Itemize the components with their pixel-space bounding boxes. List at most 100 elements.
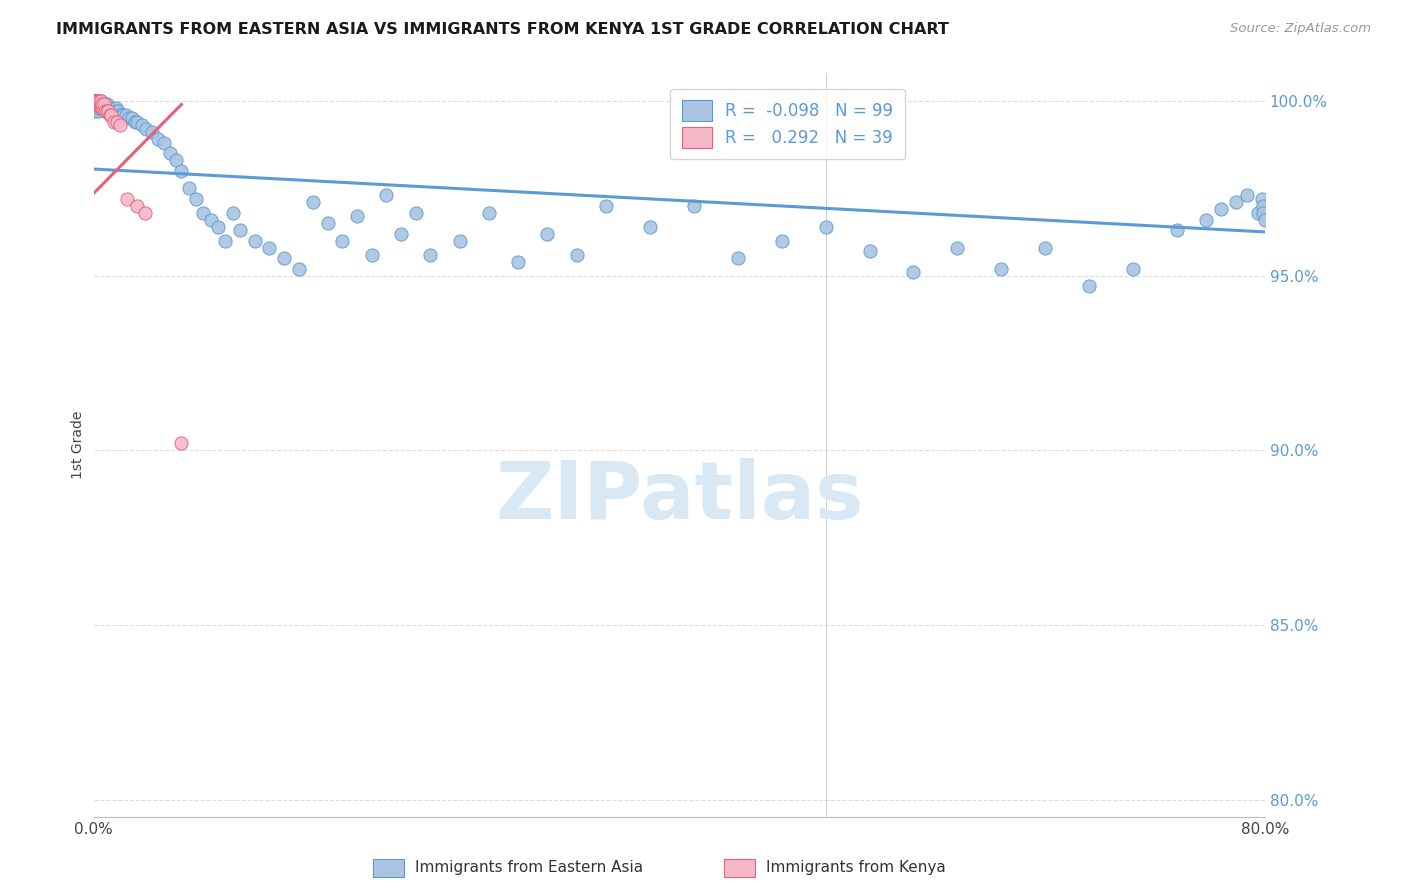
Point	[100, 108, 122, 122]
Point	[214, 234, 236, 248]
Point	[1246, 205, 1268, 219]
Point	[389, 227, 412, 241]
Point	[90, 97, 112, 112]
Point	[84, 94, 107, 108]
Point	[1253, 199, 1275, 213]
Point	[108, 119, 131, 133]
Point	[127, 199, 149, 213]
Point	[86, 101, 108, 115]
Point	[159, 146, 181, 161]
Point	[93, 101, 115, 115]
Point	[100, 104, 122, 119]
Point	[903, 265, 925, 279]
Point	[93, 97, 115, 112]
Point	[89, 97, 111, 112]
Point	[94, 104, 117, 119]
Point	[90, 97, 112, 112]
Point	[86, 94, 108, 108]
Point	[108, 108, 131, 122]
Point	[478, 205, 501, 219]
Point	[990, 261, 1012, 276]
Point	[131, 119, 153, 133]
Point	[595, 199, 617, 213]
Point	[91, 101, 114, 115]
Point	[287, 261, 309, 276]
Point	[405, 205, 427, 219]
Point	[94, 97, 117, 112]
Point	[259, 241, 281, 255]
Point	[87, 97, 110, 112]
Point	[87, 97, 110, 112]
Point	[96, 97, 118, 112]
Point	[146, 132, 169, 146]
Point	[165, 153, 187, 168]
Point	[97, 101, 120, 115]
Point	[86, 97, 108, 112]
Point	[375, 188, 398, 202]
Text: Immigrants from Eastern Asia: Immigrants from Eastern Asia	[415, 860, 643, 874]
Text: ZIPatlas: ZIPatlas	[495, 458, 863, 536]
Point	[1166, 223, 1188, 237]
Point	[89, 94, 111, 108]
Point	[124, 115, 146, 129]
Point	[273, 251, 295, 265]
Point	[117, 192, 139, 206]
Point	[96, 101, 118, 115]
Point	[193, 205, 215, 219]
Legend: R =  -0.098   N = 99, R =   0.292   N = 39: R = -0.098 N = 99, R = 0.292 N = 39	[671, 88, 905, 160]
Point	[86, 94, 108, 108]
Point	[207, 219, 229, 234]
Point	[89, 97, 111, 112]
Point	[89, 101, 111, 115]
Point	[153, 136, 176, 150]
Point	[91, 97, 114, 112]
Point	[565, 247, 588, 261]
Point	[89, 97, 111, 112]
Point	[84, 94, 107, 108]
Point	[1236, 188, 1258, 202]
Point	[360, 247, 382, 261]
Point	[87, 97, 110, 112]
Point	[946, 241, 969, 255]
Point	[97, 104, 120, 119]
Point	[1225, 195, 1247, 210]
Point	[84, 97, 107, 112]
Point	[90, 94, 112, 108]
Point	[316, 216, 339, 230]
Point	[111, 108, 134, 122]
Point	[727, 251, 749, 265]
Point	[1253, 205, 1275, 219]
Point	[89, 94, 111, 108]
Point	[134, 205, 156, 219]
Point	[1033, 241, 1056, 255]
Point	[101, 104, 124, 119]
Point	[105, 115, 128, 129]
Point	[90, 97, 112, 112]
Point	[346, 209, 368, 223]
Point	[1254, 212, 1277, 227]
Point	[105, 104, 128, 119]
Point	[86, 94, 108, 108]
Point	[87, 97, 110, 112]
Point	[141, 125, 163, 139]
Point	[91, 101, 114, 115]
Text: Source: ZipAtlas.com: Source: ZipAtlas.com	[1230, 22, 1371, 36]
Point	[84, 94, 107, 108]
Point	[86, 94, 108, 108]
Point	[243, 234, 266, 248]
Point	[87, 94, 110, 108]
Point	[814, 219, 837, 234]
Point	[90, 101, 112, 115]
Point	[93, 97, 115, 112]
Point	[118, 112, 141, 126]
Point	[90, 94, 112, 108]
Point	[508, 254, 530, 268]
Point	[86, 94, 108, 108]
Point	[110, 108, 132, 122]
Point	[536, 227, 558, 241]
Point	[858, 244, 880, 259]
Point	[770, 234, 793, 248]
Point	[93, 101, 115, 115]
Point	[221, 205, 243, 219]
Point	[229, 223, 252, 237]
